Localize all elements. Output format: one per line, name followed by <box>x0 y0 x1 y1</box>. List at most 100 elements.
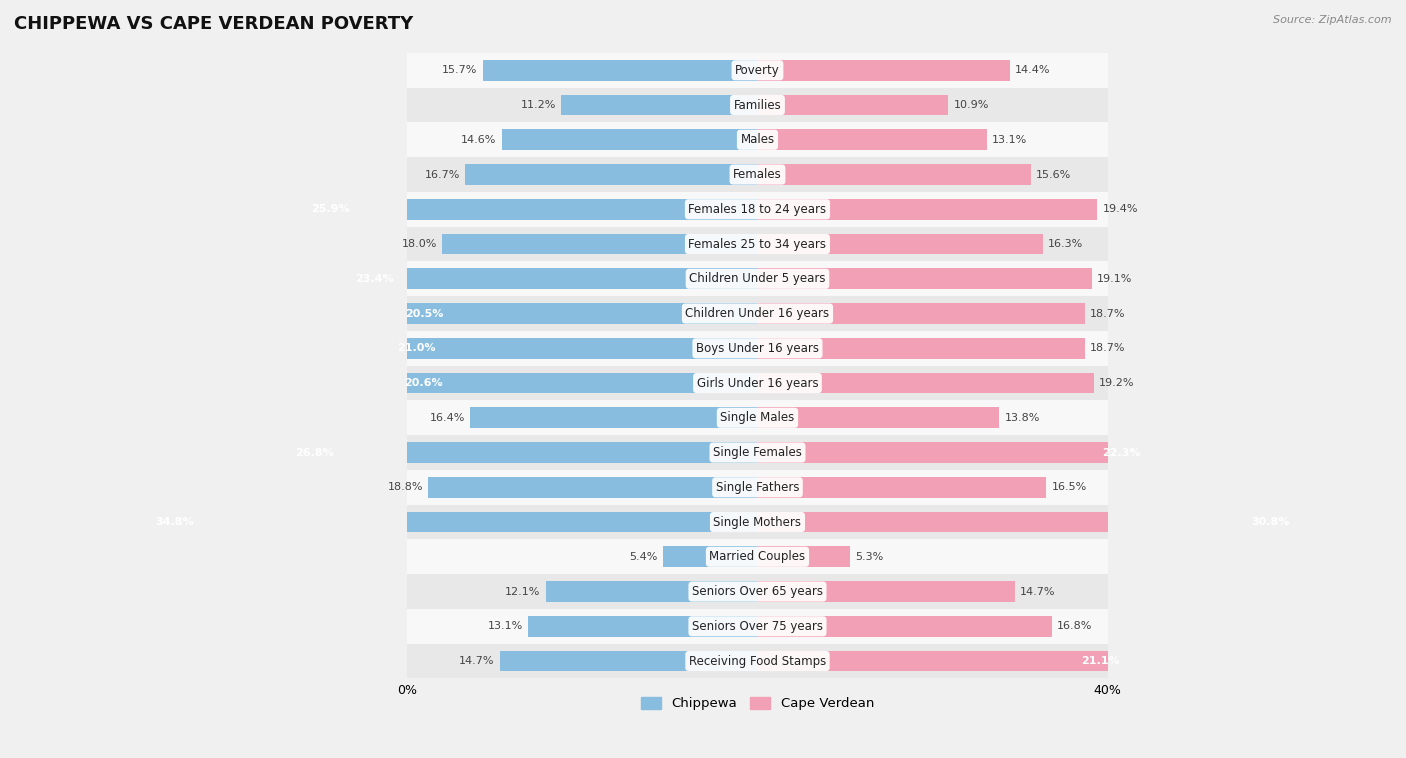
Bar <box>408 644 1108 678</box>
Bar <box>408 192 1108 227</box>
Text: 18.7%: 18.7% <box>1090 309 1126 318</box>
Text: Married Couples: Married Couples <box>710 550 806 563</box>
Text: 34.8%: 34.8% <box>155 517 194 527</box>
Text: Children Under 16 years: Children Under 16 years <box>685 307 830 320</box>
Bar <box>758 130 987 150</box>
Text: Single Mothers: Single Mothers <box>713 515 801 528</box>
Bar <box>429 477 758 498</box>
Text: 14.6%: 14.6% <box>461 135 496 145</box>
Text: Males: Males <box>741 133 775 146</box>
Text: Children Under 5 years: Children Under 5 years <box>689 272 825 285</box>
Bar <box>758 615 1052 637</box>
Bar <box>408 540 1108 574</box>
Text: 5.4%: 5.4% <box>630 552 658 562</box>
Bar <box>758 60 1010 80</box>
Bar <box>758 338 1085 359</box>
Bar <box>482 60 758 80</box>
Bar <box>758 547 851 567</box>
Text: Seniors Over 75 years: Seniors Over 75 years <box>692 620 823 633</box>
Text: 25.9%: 25.9% <box>311 204 350 215</box>
Text: Seniors Over 65 years: Seniors Over 65 years <box>692 585 823 598</box>
Text: 19.1%: 19.1% <box>1097 274 1133 283</box>
Text: 13.8%: 13.8% <box>1004 413 1040 423</box>
Text: Single Fathers: Single Fathers <box>716 481 799 493</box>
Text: 13.1%: 13.1% <box>993 135 1028 145</box>
Bar <box>758 303 1085 324</box>
Bar <box>347 268 758 290</box>
Bar <box>408 88 1108 122</box>
Text: 16.7%: 16.7% <box>425 170 460 180</box>
Bar <box>465 164 758 185</box>
Text: 16.5%: 16.5% <box>1052 482 1087 492</box>
Bar <box>502 130 758 150</box>
Bar <box>662 547 758 567</box>
Text: 15.6%: 15.6% <box>1036 170 1071 180</box>
Text: Poverty: Poverty <box>735 64 780 77</box>
Bar <box>304 199 758 220</box>
Text: Females: Females <box>733 168 782 181</box>
Text: Families: Families <box>734 99 782 111</box>
Text: Boys Under 16 years: Boys Under 16 years <box>696 342 818 355</box>
Bar <box>408 400 1108 435</box>
Bar <box>408 609 1108 644</box>
Bar <box>758 407 1000 428</box>
Bar <box>758 512 1296 532</box>
Text: 12.1%: 12.1% <box>505 587 540 597</box>
Text: 30.8%: 30.8% <box>1251 517 1289 527</box>
Text: 14.4%: 14.4% <box>1015 65 1050 75</box>
Text: 21.1%: 21.1% <box>1081 656 1121 666</box>
Bar <box>758 95 948 115</box>
Text: 13.1%: 13.1% <box>488 622 523 631</box>
Bar <box>758 650 1128 672</box>
Text: 19.4%: 19.4% <box>1102 204 1137 215</box>
Text: 16.4%: 16.4% <box>430 413 465 423</box>
Bar <box>398 303 758 324</box>
Text: 20.5%: 20.5% <box>405 309 444 318</box>
Bar <box>408 262 1108 296</box>
Text: 26.8%: 26.8% <box>295 447 335 458</box>
Text: 16.3%: 16.3% <box>1047 239 1084 249</box>
Bar <box>288 442 758 463</box>
Text: 18.0%: 18.0% <box>402 239 437 249</box>
Text: Females 25 to 34 years: Females 25 to 34 years <box>689 237 827 251</box>
Text: 11.2%: 11.2% <box>520 100 557 110</box>
Bar <box>758 268 1092 290</box>
Bar <box>408 227 1108 262</box>
Bar <box>408 365 1108 400</box>
Text: Receiving Food Stamps: Receiving Food Stamps <box>689 655 827 668</box>
Text: 16.8%: 16.8% <box>1057 622 1092 631</box>
Text: Girls Under 16 years: Girls Under 16 years <box>696 377 818 390</box>
Text: Females 18 to 24 years: Females 18 to 24 years <box>689 203 827 216</box>
Text: 19.2%: 19.2% <box>1099 378 1135 388</box>
Bar <box>408 574 1108 609</box>
Bar <box>758 581 1015 602</box>
Bar <box>758 477 1046 498</box>
Bar <box>561 95 758 115</box>
Bar <box>408 157 1108 192</box>
Bar <box>408 53 1108 88</box>
Bar <box>148 512 758 532</box>
Bar <box>443 233 758 255</box>
Bar <box>408 331 1108 365</box>
Bar <box>408 505 1108 540</box>
Bar <box>758 164 1031 185</box>
Bar <box>408 435 1108 470</box>
Text: CHIPPEWA VS CAPE VERDEAN POVERTY: CHIPPEWA VS CAPE VERDEAN POVERTY <box>14 15 413 33</box>
Text: 10.9%: 10.9% <box>953 100 988 110</box>
Bar <box>529 615 758 637</box>
Bar <box>758 442 1147 463</box>
Text: 15.7%: 15.7% <box>441 65 477 75</box>
Text: Source: ZipAtlas.com: Source: ZipAtlas.com <box>1274 15 1392 25</box>
Text: 14.7%: 14.7% <box>1021 587 1056 597</box>
Text: 23.4%: 23.4% <box>354 274 394 283</box>
Text: 5.3%: 5.3% <box>855 552 884 562</box>
Text: Single Males: Single Males <box>720 412 794 424</box>
Bar <box>471 407 758 428</box>
Bar <box>408 122 1108 157</box>
Text: 18.7%: 18.7% <box>1090 343 1126 353</box>
Bar <box>408 470 1108 505</box>
Bar <box>501 650 758 672</box>
Bar <box>396 373 758 393</box>
Text: 14.7%: 14.7% <box>460 656 495 666</box>
Bar <box>389 338 758 359</box>
